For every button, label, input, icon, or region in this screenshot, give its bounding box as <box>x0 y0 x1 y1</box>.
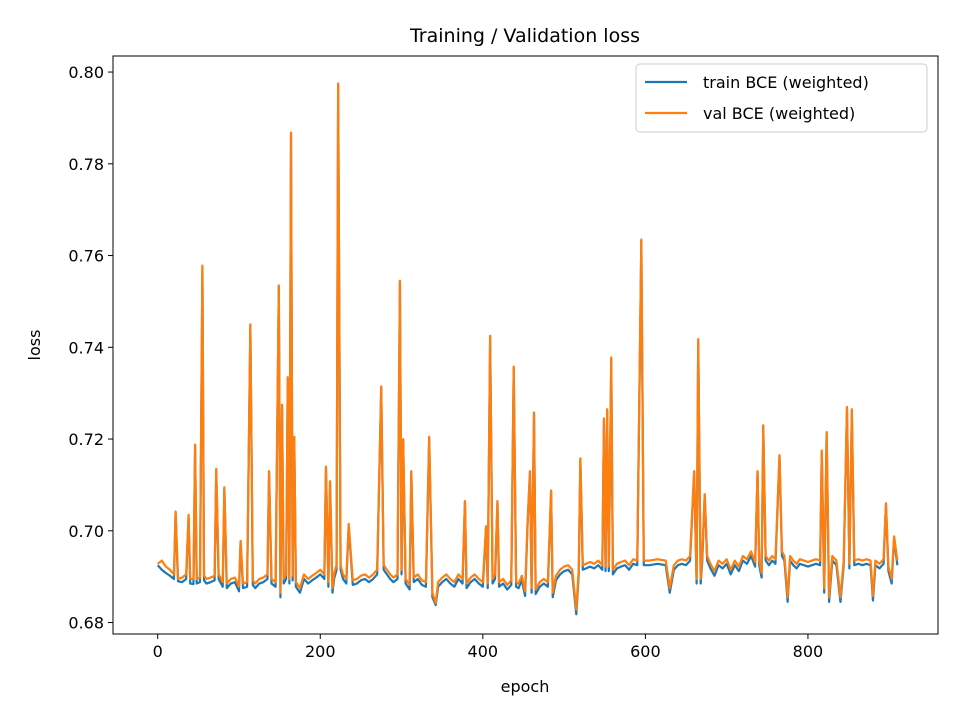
x-tick-label: 0 <box>153 642 163 661</box>
x-tick-label: 200 <box>305 642 336 661</box>
series-layer <box>156 82 899 616</box>
y-tick-label: 0.72 <box>68 430 104 449</box>
y-tick-label: 0.80 <box>68 63 104 82</box>
y-tick-label: 0.74 <box>68 338 104 357</box>
series-line-val <box>157 82 899 611</box>
legend-label-train: train BCE (weighted) <box>703 73 869 92</box>
plot-area <box>112 55 939 635</box>
y-tick-label: 0.70 <box>68 522 104 541</box>
x-tick-label: 400 <box>468 642 499 661</box>
x-tick-label: 800 <box>793 642 824 661</box>
legend: train BCE (weighted) val BCE (weighted) <box>635 63 928 133</box>
legend-box <box>635 63 928 133</box>
y-tick-label: 0.78 <box>68 155 104 174</box>
x-tick-label: 600 <box>630 642 661 661</box>
chart-title: Training / Validation loss <box>409 25 640 47</box>
series-line-train <box>156 83 899 616</box>
x-axis: 0 200 400 600 800 <box>153 634 824 661</box>
legend-label-val: val BCE (weighted) <box>703 104 855 123</box>
x-axis-label: epoch <box>501 677 550 696</box>
y-tick-label: 0.68 <box>68 614 104 633</box>
y-axis-label: loss <box>25 330 44 361</box>
y-axis: 0.68 0.70 0.72 0.74 0.76 0.78 0.80 <box>68 63 113 633</box>
y-tick-label: 0.76 <box>68 247 104 266</box>
plot-frame <box>112 55 939 635</box>
